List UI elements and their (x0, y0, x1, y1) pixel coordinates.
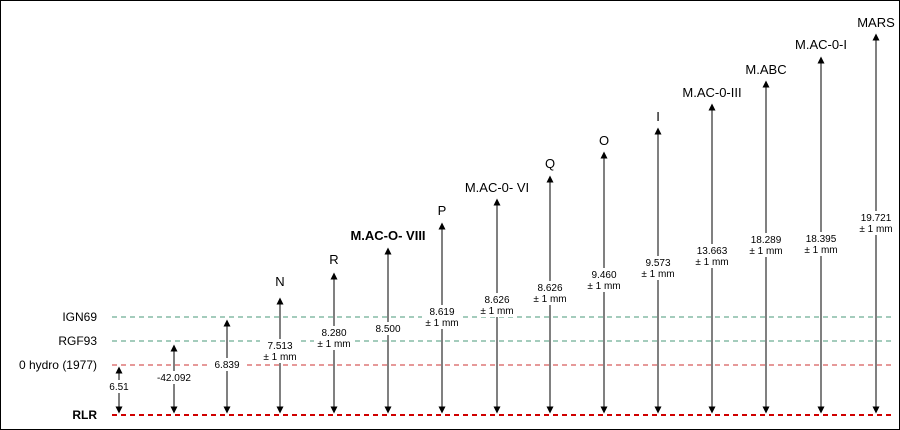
value-background (422, 305, 462, 329)
marker-name: M.AC-0-I (795, 37, 847, 52)
marker-q: Q 8.626± 1 mm (530, 156, 570, 414)
reference-label-ign69: IGN69 (62, 310, 97, 324)
marker-value: -42.092 (157, 373, 191, 384)
marker-tolerance: ± 1 mm (263, 352, 296, 363)
marker-unnamed-3: 6.839 (207, 319, 247, 414)
marker-m-ac-0-iii: M.AC-0-III 13.663± 1 mm (682, 85, 742, 414)
marker-value: 18.395 (806, 234, 837, 245)
marker-name: I (656, 109, 660, 124)
marker-tolerance: ± 1 mm (804, 245, 837, 256)
marker-value: 8.626 (484, 295, 509, 306)
marker-name: P (438, 203, 447, 218)
marker-tolerance: ± 1 mm (859, 224, 892, 235)
value-background (368, 322, 408, 335)
marker-unnamed-1: 6.51 (99, 366, 139, 414)
value-background (314, 326, 354, 350)
marker-i: I 9.573± 1 mm (638, 109, 678, 414)
marker-tolerance: ± 1 mm (749, 246, 782, 257)
marker-value: 13.663 (697, 246, 728, 257)
marker-value: 8.500 (375, 324, 400, 335)
value-background (207, 358, 247, 371)
marker-value: 18.289 (751, 235, 782, 246)
marker-m-ac-o-viii: M.AC-O- VIII 8.500 (350, 228, 426, 414)
value-background (477, 293, 517, 317)
marker-p: P 8.619± 1 mm (422, 203, 462, 414)
marker-tolerance: ± 1 mm (695, 257, 728, 268)
value-background (99, 380, 139, 393)
marker-tolerance: ± 1 mm (641, 269, 674, 280)
marker-name: N (275, 274, 284, 289)
marker-name: M.AC-0-III (682, 85, 741, 100)
marker-value: 8.619 (429, 307, 454, 318)
marker-value: 8.280 (321, 328, 346, 339)
marker-o: O 9.460± 1 mm (584, 133, 624, 414)
marker-value: 7.513 (267, 341, 292, 352)
marker-tolerance: ± 1 mm (480, 306, 513, 317)
value-background (801, 232, 841, 256)
marker-tolerance: ± 1 mm (587, 281, 620, 292)
marker-m-ac-0-i: M.AC-0-I 18.395± 1 mm (795, 37, 847, 414)
reference-label-rlr: RLR (72, 408, 97, 422)
marker-name: M.AC-O- VIII (350, 228, 425, 243)
marker-name: M.AC-0- VI (465, 180, 529, 195)
marker-name: M.ABC (745, 62, 786, 77)
marker-r: R 8.280± 1 mm (314, 252, 354, 414)
value-background (856, 211, 896, 235)
marker-name: MARS (857, 15, 895, 30)
value-background (692, 244, 732, 268)
marker-tolerance: ± 1 mm (425, 318, 458, 329)
marker-tolerance: ± 1 mm (317, 339, 350, 350)
value-background (260, 339, 300, 363)
marker-tolerance: ± 1 mm (533, 294, 566, 305)
marker-value: 19.721 (861, 213, 892, 224)
value-background (746, 233, 786, 257)
value-background (638, 256, 678, 280)
value-background (154, 371, 194, 384)
marker-m-abc: M.ABC 18.289± 1 mm (745, 62, 787, 414)
marker-unnamed-2: -42.092 (154, 344, 194, 414)
marker-value: 9.573 (645, 258, 670, 269)
value-background (584, 268, 624, 292)
marker-value: 6.51 (109, 382, 129, 393)
marker-name: O (599, 133, 609, 148)
marker-value: 8.626 (537, 283, 562, 294)
marker-m-ac-0-vi: M.AC-0- VI 8.626± 1 mm (465, 180, 529, 414)
reference-label-rgf93: RGF93 (58, 334, 97, 348)
marker-value: 9.460 (591, 270, 616, 281)
marker-name: R (329, 252, 338, 267)
marker-name: Q (545, 156, 555, 171)
reference-label-hydro: 0 hydro (1977) (19, 358, 97, 372)
marker-n: N 7.513± 1 mm (260, 274, 300, 414)
value-background (530, 281, 570, 305)
marker-value: 6.839 (214, 360, 239, 371)
marker-mars: MARS 19.721± 1 mm (856, 15, 896, 414)
